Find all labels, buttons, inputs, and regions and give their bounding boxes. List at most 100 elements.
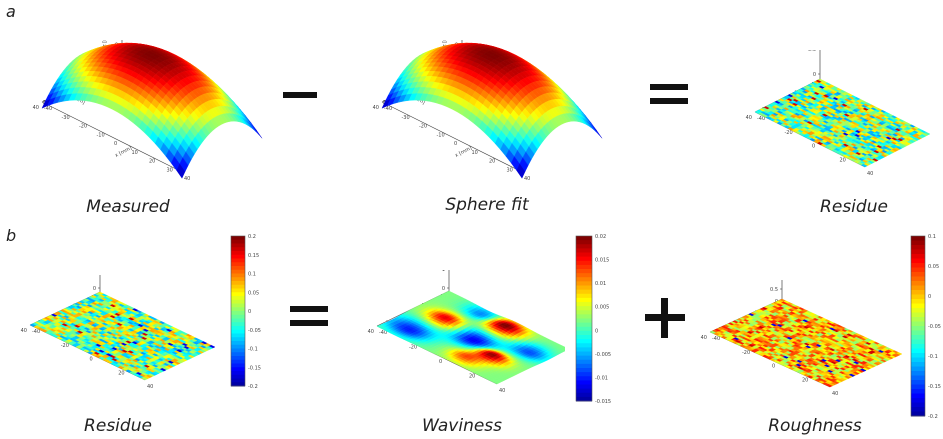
residue-b-x-tick-label: 20	[118, 370, 124, 376]
minus-operator	[283, 92, 317, 98]
measured-x-tick-label: 20	[149, 159, 155, 165]
roughness-z-tick-label: 0.5	[770, 287, 778, 293]
measured-x-tick-label: -20	[79, 124, 87, 130]
waviness-x-tick-label: -20	[409, 345, 417, 351]
measured-x-label: x [mm]	[114, 145, 133, 159]
sphere-fit-x-axis	[381, 101, 523, 173]
residue-colorbar-step	[231, 251, 245, 256]
residue-colorbar-step	[231, 239, 245, 244]
sphere-fit-x-tick-label: 0	[454, 141, 457, 147]
waviness-colorbar-step	[576, 355, 592, 361]
waviness-colorbar-step	[576, 388, 592, 394]
measured-x-axis	[41, 101, 183, 173]
residue-colorbar-step	[231, 371, 245, 376]
residue-a-z-tick-label: 0.5	[808, 50, 816, 53]
waviness-colorbar-step	[576, 302, 592, 307]
residue-colorbar-step	[231, 284, 245, 289]
residue-colorbar-group: 0.20.150.10.050-0.05-0.1-0.15-0.2	[230, 234, 261, 390]
residue-colorbar-step	[231, 299, 245, 304]
waviness-x-tick-label: -40	[379, 330, 387, 336]
waviness-colorbar-step	[576, 244, 592, 249]
waviness-colorbar-step	[576, 310, 592, 315]
waviness-colorbar-step	[576, 322, 592, 328]
residue-colorbar-step	[231, 311, 245, 316]
measured-x-tick-label: 10	[132, 150, 138, 156]
residue-colorbar-step	[231, 344, 245, 349]
residue-a-x-tick-label: 40	[867, 171, 873, 177]
waviness-surface-cell	[493, 381, 500, 385]
waviness-z-tick-label: 1	[442, 270, 445, 273]
waviness-colorbar-step	[576, 330, 592, 336]
residue-b-x-tick-label: 0	[90, 357, 93, 363]
roughness-x-tick-label: -40	[712, 336, 720, 342]
sphere-fit-x-tick-label: -40	[384, 106, 392, 112]
waviness-colorbar-tick-label: 0.015	[595, 258, 609, 264]
residue-colorbar-step	[231, 254, 245, 259]
waviness-colorbar-step	[576, 326, 592, 332]
residue-colorbar-tick-label: -0.05	[248, 328, 261, 334]
residue-colorbar-step	[231, 307, 245, 312]
residue-b-x-tick-label: 40	[147, 384, 153, 390]
residue-colorbar-step	[231, 266, 245, 271]
residue-colorbar-step	[231, 367, 245, 372]
residue-colorbar-step	[231, 262, 245, 267]
waviness-colorbar-tick-label: 0	[595, 328, 598, 334]
waviness-colorbar-step	[576, 273, 592, 278]
measured-z-label: z [mm]	[102, 40, 108, 47]
waviness-colorbar-step	[576, 264, 592, 270]
residue-colorbar-tick-label: 0.05	[248, 290, 259, 296]
residue-a-surface-cell	[860, 163, 868, 168]
measured-surface-mesh	[41, 42, 263, 179]
residue-colorbar-step	[231, 378, 245, 383]
panel-label-b: b	[6, 226, 17, 245]
waviness-x-tick-label: 40	[499, 388, 505, 394]
measured-surface-plot: 3210-1-2-40-30-20-10010203040-40-30-20-1…	[33, 40, 263, 182]
sphere-fit-x-tick-label: 30	[507, 167, 513, 173]
caption-measured: Measured	[86, 197, 170, 217]
sphere-fit-x-tick-label: 10	[472, 150, 478, 156]
residue-colorbar: 0.20.150.10.050-0.05-0.1-0.15-0.2	[230, 234, 261, 390]
caption-residue-a: Residue	[820, 197, 888, 217]
residue-colorbar-step	[231, 326, 245, 331]
waviness-colorbar-tick-label: -0.015	[595, 399, 611, 405]
roughness-x-tick-label: 40	[832, 391, 838, 397]
measured-x-tick-label: 30	[167, 167, 173, 173]
residue-colorbar-step	[231, 322, 245, 327]
residue-colorbar-step	[231, 303, 245, 308]
residue-colorbar-step	[231, 273, 245, 278]
sphere-fit-x-label: x [mm]	[454, 145, 473, 159]
sphere-fit-x-tick-label: -30	[402, 115, 410, 121]
waviness-colorbar-step	[576, 376, 592, 381]
residue-colorbar-step	[231, 359, 245, 364]
measured-x-tick-label: -40	[44, 106, 52, 112]
sphere-fit-x-tick-label: 20	[489, 159, 495, 165]
residue-colorbar-step	[231, 277, 245, 282]
measured-x-tick-label: -10	[97, 132, 105, 138]
roughness-x-tick-label: 20	[802, 377, 808, 383]
waviness-colorbar-tick-label: 0.01	[595, 281, 606, 287]
equals-operator-a	[650, 84, 688, 104]
sphere-fit-surface-cell	[516, 163, 526, 179]
residue-colorbar-step	[231, 352, 245, 357]
roughness-x-tick-label: 0	[772, 364, 775, 370]
waviness-x-tick-label: 0	[439, 359, 442, 365]
waviness-colorbar-step	[576, 351, 592, 357]
waviness-surface-mesh	[376, 290, 565, 385]
residue-colorbar-step	[231, 247, 245, 252]
residue-colorbar-step	[231, 236, 245, 241]
residue-colorbar-step	[231, 269, 245, 274]
sphere-fit-x-tick-label: 40	[524, 176, 530, 182]
waviness-colorbar-step	[576, 318, 592, 324]
residue-colorbar-tick-label: -0.2	[248, 384, 258, 390]
waviness-colorbar-step	[576, 359, 592, 365]
residue-a-surface-mesh	[754, 78, 931, 168]
waviness-colorbar-tick-label: -0.01	[595, 375, 608, 381]
residue-colorbar-step	[231, 281, 245, 286]
waviness-colorbar-step	[576, 347, 592, 352]
panel-label-a: a	[6, 2, 16, 21]
waviness-x-tick-label: 20	[469, 374, 475, 380]
residue-colorbar-tick-label: -0.1	[248, 347, 258, 353]
waviness-colorbar-step	[576, 380, 592, 385]
